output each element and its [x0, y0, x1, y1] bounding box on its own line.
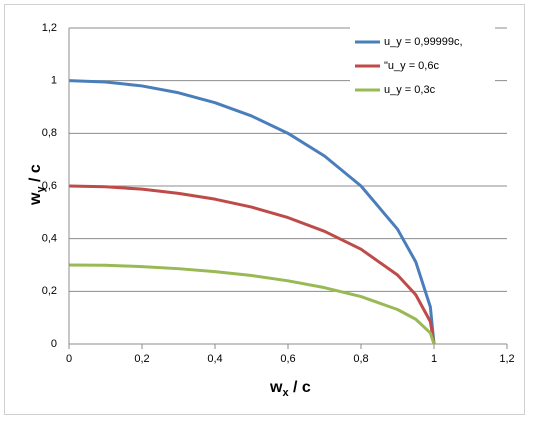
x-tick-label: 0,6 — [280, 353, 295, 365]
legend-box — [350, 26, 495, 96]
y-axis-label: wy / c — [27, 164, 47, 206]
y-tick-label: 1,2 — [42, 22, 57, 34]
y-tick-label: 1 — [51, 75, 57, 87]
y-label-rest: / c — [27, 164, 44, 186]
x-axis-label: wx / c — [269, 379, 311, 399]
x-label-base: w — [269, 379, 283, 396]
legend-label: "u_y = 0,6c — [384, 60, 439, 72]
y-tick-label: 0,2 — [42, 285, 57, 297]
x-tick-label: 0,4 — [207, 353, 222, 365]
x-tick-label: 0,2 — [134, 353, 149, 365]
x-label-sub: x — [282, 387, 289, 399]
x-label-rest: / c — [289, 379, 311, 396]
x-tick-label: 1,2 — [499, 353, 514, 365]
series-line — [68, 79, 436, 345]
x-tick-label: 1 — [431, 353, 437, 365]
series-line — [68, 184, 436, 345]
y-tick-label: 0,8 — [42, 127, 57, 139]
y-tick-label: 0,4 — [42, 233, 57, 245]
y-tick-label: 0 — [51, 338, 57, 350]
y-tick-label: 0,6 — [42, 180, 57, 192]
series-line — [68, 263, 436, 345]
y-label-base: w — [27, 192, 44, 206]
legend-label: u_y = 0,3c — [384, 84, 436, 96]
x-tick-label: 0,8 — [353, 353, 368, 365]
x-tick-label: 0 — [66, 353, 72, 365]
legend-label: u_y = 0,99999c, — [384, 36, 463, 48]
y-label-sub: y — [35, 186, 47, 193]
